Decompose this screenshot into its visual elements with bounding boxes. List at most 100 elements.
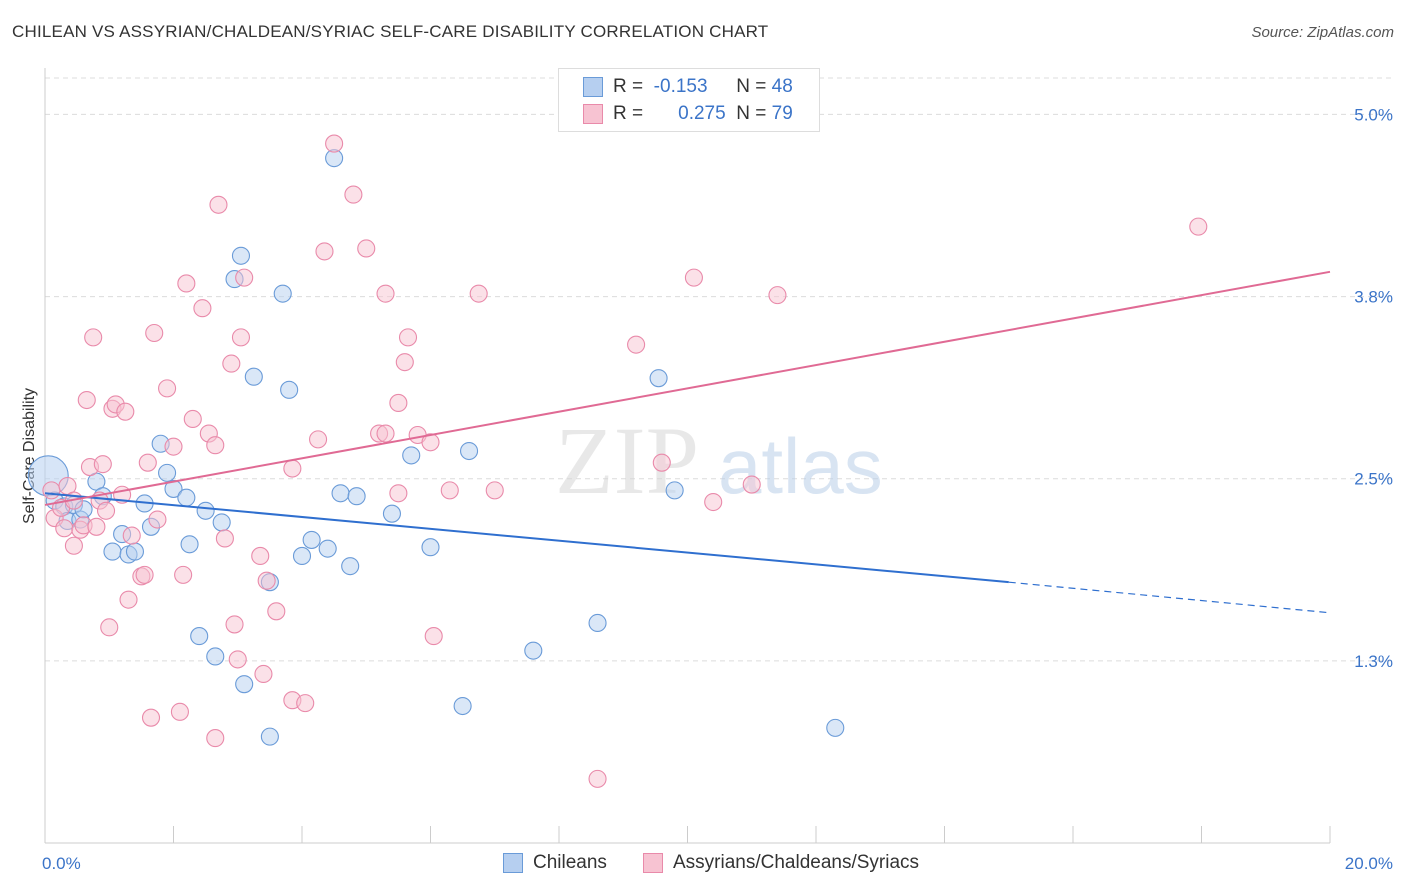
chart-title: CHILEAN VS ASSYRIAN/CHALDEAN/SYRIAC SELF… [12,22,769,41]
point-assyrian [164,437,183,456]
point-chilean [302,530,321,549]
point-assyrian [469,284,488,303]
point-assyrian [148,510,167,529]
point-assyrian [389,393,408,412]
series-legend: Chileans Assyrians/Chaldeans/Syriacs [0,852,1406,878]
n-label: N = [736,76,767,97]
point-assyrian [209,195,228,214]
point-chilean [588,613,607,633]
r-label: R = [613,76,644,97]
point-assyrian [357,239,376,258]
stats-row-chileans: R = -0.153 N = 48 [583,75,793,99]
point-assyrian [376,284,395,303]
point-chilean [158,463,177,482]
point-assyrian [704,492,723,512]
point-chilean [292,546,312,565]
point-chilean [524,641,543,660]
legend-item-assyrians[interactable]: Assyrians/Chaldeans/Syriacs [643,852,919,874]
y-tick-label: 2.5% [1354,470,1393,489]
point-chilean [235,675,254,694]
point-assyrian [55,519,74,538]
point-assyrian [145,323,164,343]
point-assyrian [183,409,202,429]
stats-legend: R = -0.153 N = 48 R = 0.275 N = 79 [558,68,820,132]
point-assyrian [84,328,103,347]
point-chilean [280,380,299,399]
point-assyrian [309,430,328,449]
point-assyrian [225,615,244,634]
point-chilean [649,369,668,388]
point-chilean [347,487,366,506]
point-assyrian [174,565,193,584]
point-assyrian [742,475,761,494]
point-assyrian [421,433,440,452]
point-chilean [260,727,279,746]
point-assyrian [440,481,459,500]
point-chilean [382,504,402,523]
point-assyrian [206,729,225,748]
point-chilean [402,446,421,465]
point-assyrian [768,286,787,305]
point-chilean [826,718,845,737]
trend-lines [44,270,1331,614]
point-chilean [103,542,122,561]
point-assyrian [77,390,96,410]
point-assyrian [376,424,395,443]
point-assyrian [588,769,607,788]
point-assyrian [283,459,302,478]
point-assyrian [135,565,154,584]
blue-swatch [583,77,603,97]
point-chilean [212,513,231,532]
point-assyrian [64,536,83,555]
point-chilean [341,557,360,576]
gridlines [45,77,1395,662]
point-chilean [273,284,292,303]
point-chilean [180,535,199,554]
point-chilean [196,501,215,520]
stats-row-assyrians: R = 0.275 N = 79 [583,102,793,126]
point-assyrian [170,702,189,721]
point-assyrian [389,484,408,503]
y-tick-label: 1.3% [1354,652,1393,671]
legend-label: Assyrians/Chaldeans/Syriacs [673,852,920,873]
point-assyrian [222,354,241,373]
legend-item-chileans[interactable]: Chileans [503,852,607,874]
point-assyrian [158,379,177,398]
point-assyrian [315,242,334,261]
point-assyrian [652,453,671,472]
point-assyrian [122,526,141,545]
point-assyrian [296,694,315,713]
point-assyrian [325,134,344,153]
point-assyrian [485,481,504,500]
point-chilean [177,488,196,507]
point-chilean [125,542,144,561]
x-tick-label: 0.0% [42,854,81,873]
trend-line-chileans [44,492,1009,584]
point-assyrian [235,268,254,287]
blue-swatch [503,853,523,873]
watermark-atlas: atlas [718,422,883,510]
point-chilean [331,484,350,503]
point-chilean [421,538,440,557]
point-assyrian [138,453,157,472]
point-assyrian [100,618,119,637]
point-assyrian [206,436,225,455]
point-assyrian [228,650,247,669]
point-chilean [164,479,183,498]
point-assyrian [254,664,273,684]
r-value: -0.153 [653,76,708,97]
n-label: N = [736,103,767,124]
point-assyrian [251,546,270,565]
pink-swatch [583,104,603,124]
point-chilean [665,481,684,500]
point-assyrian [267,602,286,621]
point-chilean [206,647,225,666]
point-assyrian [177,274,196,293]
point-chilean [231,246,251,265]
y-tick-label: 3.8% [1354,288,1393,307]
point-assyrian [395,353,414,372]
axes [44,68,1331,844]
pink-swatch [643,853,663,873]
n-value: 48 [771,76,793,97]
